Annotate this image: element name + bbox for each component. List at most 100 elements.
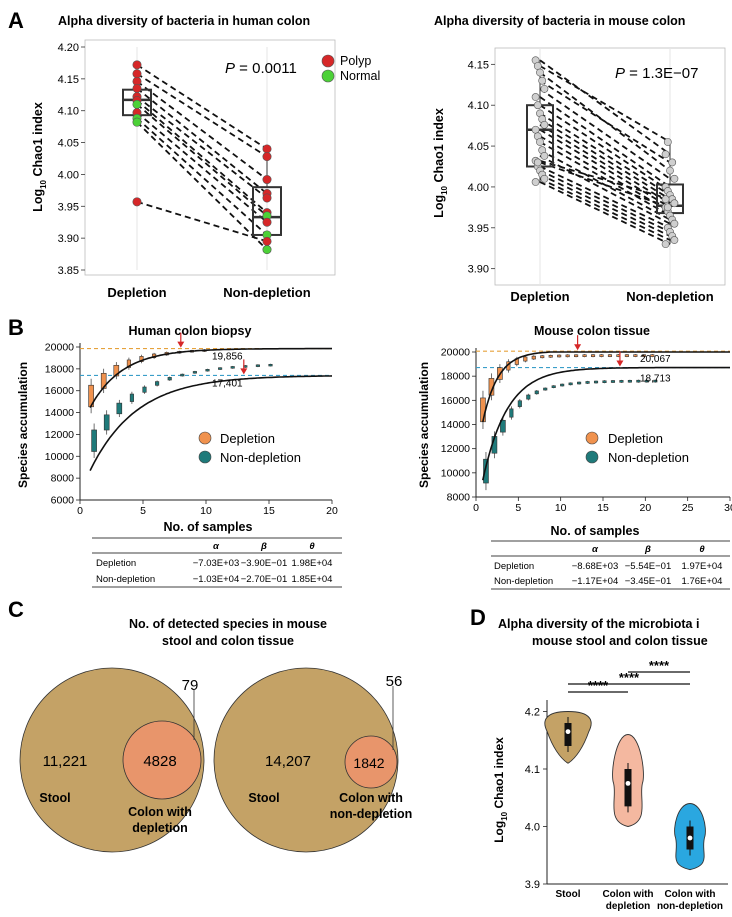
box [534,390,539,395]
data-point [262,217,272,227]
violin-median [625,780,631,786]
box [568,382,573,386]
venn-colon-circle [344,735,398,789]
pair-line [539,181,671,245]
legend-label-non-depletion: Non-depletion [608,450,689,465]
legend-marker-non-depletion [585,450,599,464]
data-point [533,101,542,110]
chart-a-mouse: Alpha diversity of bacteria in mouse col… [432,14,726,304]
data-point [262,175,272,185]
legend-label-depletion: Depletion [220,431,275,446]
box [126,359,131,368]
pair-line [539,88,671,180]
y-tick-label: 3.95 [58,201,79,213]
data-point [132,117,142,127]
pair-line [136,99,268,214]
chart-title: Alpha diversity of bacteria in mouse col… [434,14,685,28]
table-header-beta: β [644,544,651,555]
box [129,393,134,402]
x-category-label: depletion [606,901,650,912]
y-tick-label: 12000 [45,429,74,441]
pair-line [539,71,671,172]
significance-stars: **** [588,678,609,693]
data-point [132,69,142,79]
table-row-label: Non-depletion [96,574,155,585]
data-point [540,84,549,93]
venn-panel: No. of detected species in mouse stool a… [19,617,413,853]
pair-line [136,95,268,199]
panel-label-c: C [8,597,24,622]
box [523,356,528,362]
venn-stool-only-count: 14,207 [265,753,311,770]
box [205,369,210,372]
p-value: P = 0.0011 [225,60,297,77]
data-point [668,158,677,167]
y-tick-label: 8000 [447,492,471,504]
legend-marker-polyp [321,54,335,68]
y-tick-label: 4.0 [525,822,540,834]
y-tick-label: 14000 [441,419,470,431]
x-tick-label: 15 [597,502,609,514]
pair-line [539,96,671,188]
table-cell: −1.03E+04 [193,574,240,585]
x-tick-label: 5 [140,505,146,517]
fit-curve [482,351,730,423]
box [483,458,489,484]
table-row-label: Depletion [494,561,534,572]
table-header-beta: β [260,541,267,552]
arrow-head [616,360,624,367]
chart-title: Human colon biopsy [129,324,252,338]
box [526,394,531,400]
box [602,380,607,383]
data-point [663,203,672,212]
table-row-label: Non-depletion [494,576,553,587]
panel-title-line1: No. of detected species in mouse [129,617,327,631]
box [139,356,144,362]
pair-line [136,117,268,236]
y-tick-label: 3.85 [58,265,79,277]
venn-stool-label: Stool [39,791,70,805]
pair-line [136,64,268,150]
panel-title-line2: stool and colon tissue [162,634,294,648]
y-tick-label: 3.90 [468,264,489,276]
violin-median [687,835,693,841]
pair-line [539,173,671,237]
table-cell: −3.45E−01 [625,576,672,587]
venn-colon-label-line1: Colon with [339,791,403,805]
table-header-theta: θ [699,544,705,555]
box [650,354,655,357]
pair-line [539,79,671,164]
data-point [262,152,272,162]
box [633,354,638,357]
pair-line [539,128,671,209]
box [599,354,604,357]
fit-curve [89,375,333,471]
data-point [661,150,670,159]
table-cell: 1.97E+04 [682,561,723,572]
plot-frame [84,39,336,276]
table-cell: −3.90E−01 [241,558,288,569]
asymptote-label: 20,067 [640,354,671,365]
venn-colon-label-line2: non-depletion [330,807,413,821]
x-category-label: Colon with [664,889,715,900]
data-point [538,76,547,85]
data-point [540,174,549,183]
y-tick-label: 20000 [45,342,74,354]
box [610,380,616,383]
box [560,383,565,387]
y-axis-label: Log10 Chao1 index [492,737,509,843]
box [192,371,197,374]
box [500,419,506,433]
venn-colon-only-count: 79 [182,677,199,694]
pair-line [539,65,671,143]
box [624,354,629,357]
params-table: α β θ Depletion −7.03E+03 −3.90E−01 1.98… [92,537,342,588]
data-point [661,195,670,204]
y-tick-label: 8000 [51,473,75,485]
box [509,408,514,418]
y-axis-label: Species accumulation [417,362,431,488]
box [116,402,123,415]
legend-marker-depletion [585,431,599,445]
data-point [262,236,272,246]
table-cell: −2.70E−01 [241,574,288,585]
